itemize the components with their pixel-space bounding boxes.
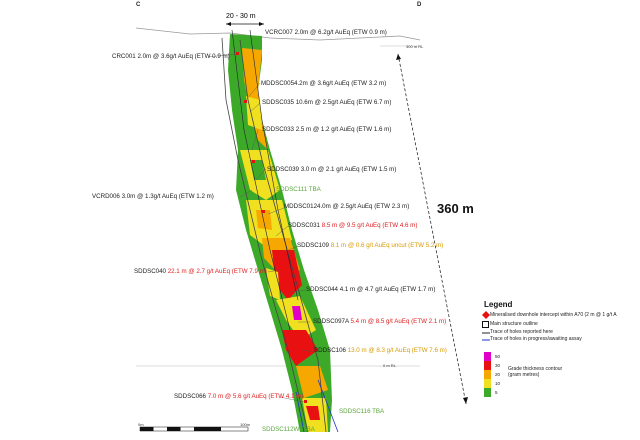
intercept-sddsc106: SDDSC106 13.0 m @ 8.3 g/t AuEq (ETW 7.6 …	[314, 347, 447, 354]
legend-item-structure: Main structure outline	[490, 321, 538, 327]
contour-value-10: 10	[495, 381, 501, 386]
scale-start-label: 0m	[138, 422, 144, 427]
hole-progress-1	[317, 379, 339, 433]
intercept-vcrc007: VCRC007 2.0m @ 6.2g/t AuEq (ETW 0.9 m)	[265, 29, 387, 36]
intercept-vcrd006: VCRD006 3.0m @ 1.3g/t AuEq (ETW 1.2 m)	[92, 193, 214, 200]
contour-swatch-50	[484, 352, 491, 361]
intercept-sddsc112w1: SDDSC112W1TBA	[262, 426, 315, 433]
contour-value-50: 50	[495, 354, 501, 359]
topography-line	[135, 27, 421, 41]
width-label: 20 - 30 m	[226, 13, 256, 20]
depth-arrow	[397, 53, 467, 405]
contour-title: Grade thickness contour	[508, 366, 563, 372]
intercept-marker-icon	[482, 311, 490, 319]
legend-item-reported-holes: Trace of holes reported here	[490, 329, 553, 335]
contour-value-30: 30	[495, 363, 501, 368]
progress-hole-line-icon	[482, 339, 490, 341]
leader-lines	[207, 53, 315, 403]
rl-label-0: 0 m RL	[383, 363, 396, 368]
intercept-mddsc005: MDDSC0054.2m @ 3.6g/t AuEq (ETW 3.2 m)	[261, 80, 387, 87]
contour-units: (gram metres)	[508, 372, 540, 378]
rl-label-300: 300 m RL	[406, 44, 424, 49]
contour-value-5: 5	[495, 390, 498, 395]
main-structure-outline	[221, 37, 309, 433]
orebody-body	[228, 34, 332, 432]
section-letter-right: D	[417, 2, 422, 8]
depth-arrow-bottom-head	[463, 397, 468, 404]
intercept-sddsc111: SDDSC111 TBA	[276, 186, 321, 193]
contour-swatch-20	[484, 370, 491, 379]
intercept-mddsc012: MDDSC0124.0m @ 2.5g/t AuEq (ETW 2.3 m)	[284, 203, 410, 210]
hole-trace-1	[231, 29, 291, 331]
intercept-sddsc035: SDDSC035 10.6m @ 2.5g/t AuEq (ETW 6.7 m)	[262, 99, 392, 106]
contour-swatch-5	[484, 388, 491, 397]
intercept-markers	[236, 52, 307, 403]
legend-item-progress-holes: Trace of holes in progress/awaiting assa…	[490, 336, 582, 342]
legend-item-intercept: Mineralised downhole intercept within A7…	[490, 312, 617, 318]
depth-arrow-top-head	[396, 54, 401, 60]
contour-value-20: 20	[495, 372, 501, 377]
contour-swatch-30	[484, 361, 491, 370]
intercept-sddsc031: SDDSC031 8.5 m @ 9.5 g/t AuEq (ETW 4.6 m…	[288, 222, 418, 229]
hole-progress-2	[295, 391, 305, 433]
legend-title: Legend	[484, 300, 513, 309]
reported-hole-line-icon	[482, 332, 490, 334]
scale-end-label: 100m	[240, 422, 251, 427]
width-arrow-right-head	[259, 22, 264, 26]
width-arrow-left-head	[226, 22, 231, 26]
legend: Legend Mineralised downhole intercept wi…	[476, 300, 640, 420]
intercept-sddsc039: SDDSC039 3.0 m @ 2.1 g/t AuEq (ETW 1.5 m…	[267, 166, 397, 173]
main-structure-outline-2	[239, 39, 327, 433]
intercept-sddsc044: SDDSC044 4.1 m @ 4.7 g/t AuEq (ETW 1.7 m…	[306, 286, 436, 293]
intercept-sddsc109: SDDSC109 8.1 m @ 0.6 g/t AuEq uncut (ETW…	[297, 242, 444, 249]
intercept-crc001: CRC001 2.0m @ 3.6g/t AuEq (ETW 0.9 m)	[112, 53, 230, 60]
intercept-sddsc066: SDDSC066 7.0 m @ 5.6 g/t AuEq (ETW 4.1 m…	[174, 393, 304, 400]
intercept-sddsc097a: SDDSC097A 5.4 m @ 8.5 g/t AuEq (ETW 2.1 …	[313, 318, 447, 325]
structure-outline-icon	[482, 321, 489, 328]
contour-swatch-10	[484, 379, 491, 388]
intercept-sddsc040: SDDSC040 22.1 m @ 2.7 g/t AuEq (ETW 7.9 …	[134, 268, 267, 275]
intercept-sddsc116: SDDSC116 TBA	[339, 408, 385, 415]
intercept-sddsc033: SDDSC033 2.5 m @ 1.2 g/t AuEq (ETW 1.6 m…	[262, 126, 392, 133]
depth-label: 360 m	[437, 201, 474, 216]
section-letter-left: C	[136, 2, 141, 8]
hole-trace-2	[249, 29, 299, 301]
